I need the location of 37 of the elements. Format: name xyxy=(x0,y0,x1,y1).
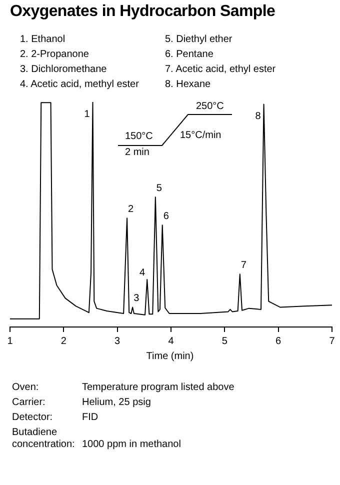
chart-title: Oxygenates in Hydrocarbon Sample xyxy=(10,3,276,21)
text: 5. Diethyl ether xyxy=(165,34,232,46)
text: 3. Dichloromethane xyxy=(20,64,107,76)
annotation: 3 xyxy=(134,292,140,304)
annotation: 6 xyxy=(163,210,170,222)
text: Carrier: xyxy=(12,397,46,409)
annotation: 15°C/min xyxy=(180,130,222,142)
text: Helium, 25 psig xyxy=(82,397,151,409)
x-tick-label: 7 xyxy=(329,336,336,347)
text: Temperature program listed above xyxy=(82,382,234,394)
text: Oven: xyxy=(12,382,40,394)
text: FID xyxy=(82,412,98,424)
text: 4. Acetic acid, methyl ester xyxy=(20,79,139,91)
text: Detector: xyxy=(12,412,54,424)
annotation: 2 min xyxy=(125,147,150,159)
text: Butadiene concentration: xyxy=(12,427,76,451)
x-tick-label: 6 xyxy=(276,336,282,347)
annotation: 2 xyxy=(128,204,134,215)
text: 2. 2-Propanone xyxy=(20,49,89,61)
annotation: 7 xyxy=(240,260,247,271)
x-tick-label: 1 xyxy=(7,336,14,347)
annotation: 150°C xyxy=(125,131,153,143)
x-tick-label: 4 xyxy=(168,336,174,347)
annotation: 250°C xyxy=(196,101,224,113)
text: 6. Pentane xyxy=(165,49,214,61)
text: 1. Ethanol xyxy=(20,34,66,46)
x-tick-label: 5 xyxy=(222,336,228,347)
annotation: 8 xyxy=(255,111,262,122)
annotation: 1 xyxy=(84,108,90,120)
annotation: 5 xyxy=(156,182,162,194)
text: 8. Hexane xyxy=(165,79,211,91)
text: 1000 ppm in methanol xyxy=(82,439,181,451)
x-tick-label: 3 xyxy=(114,336,121,347)
x-tick-label: 2 xyxy=(60,336,67,347)
annotation: 4 xyxy=(140,267,146,278)
text: 7. Acetic acid, ethyl ester xyxy=(165,64,276,76)
x-axis-title: Time (min) xyxy=(145,351,195,362)
